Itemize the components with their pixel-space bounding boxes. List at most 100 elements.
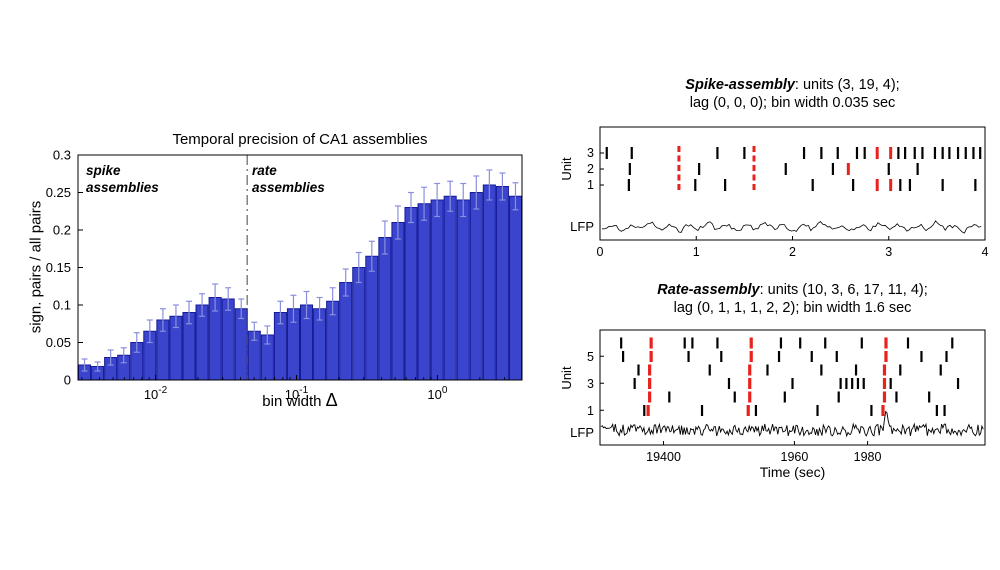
spike-tick bbox=[862, 378, 865, 389]
time-axis-label: Time (sec) bbox=[759, 464, 826, 480]
assembly-spike-tick bbox=[882, 364, 887, 376]
rate-assembly-title-rest: : units (10, 3, 6, 17, 11, 4); bbox=[759, 282, 928, 298]
assembly-spike-tick bbox=[749, 351, 753, 362]
bar-chart-title: Temporal precision of CA1 assemblies bbox=[172, 131, 428, 148]
lfp-trace bbox=[600, 410, 984, 438]
bar bbox=[391, 222, 405, 381]
spike-tick bbox=[622, 351, 625, 362]
rate-assembly-plot-area: 5 3 1 LFP Unit 19400 1960 1980 bbox=[560, 329, 986, 464]
spike-tick bbox=[816, 405, 819, 416]
rate-assembly-title-bold: Rate-assembly bbox=[657, 282, 760, 298]
spike-tick bbox=[700, 405, 704, 416]
bar bbox=[352, 267, 366, 381]
spike-tick bbox=[956, 147, 960, 159]
spike-tick bbox=[668, 391, 671, 403]
spike-tick bbox=[854, 364, 858, 376]
unit-number-label: 1 bbox=[587, 404, 594, 418]
axis-box bbox=[599, 329, 986, 446]
spike-tick bbox=[913, 147, 916, 159]
spike-tick bbox=[824, 337, 827, 349]
spike-tick bbox=[945, 351, 948, 362]
spike-tick bbox=[691, 337, 694, 349]
spike-tick bbox=[906, 337, 910, 349]
unit-number-label: 3 bbox=[587, 146, 594, 160]
spike-tick bbox=[951, 337, 954, 349]
spike-tick bbox=[708, 364, 711, 376]
spike-tick bbox=[802, 147, 806, 159]
y-tick-label: 0.05 bbox=[46, 335, 71, 350]
spike-assembly-title-line1: Spike-assembly: units (3, 19, 4); bbox=[585, 77, 1000, 93]
spike-assembly-title-line2: lag (0, 0, 0); bin width 0.035 sec bbox=[689, 95, 896, 111]
bar bbox=[469, 192, 483, 381]
spike-tick bbox=[852, 179, 855, 191]
x-tick-label: 1 bbox=[693, 245, 700, 259]
spike-tick bbox=[863, 147, 866, 159]
unit-number-label: 1 bbox=[587, 178, 594, 192]
bar bbox=[430, 199, 444, 381]
x-tick-label: 2 bbox=[789, 245, 796, 259]
spike-tick bbox=[716, 147, 719, 159]
spike-tick bbox=[860, 337, 863, 349]
spike-tick bbox=[836, 147, 839, 159]
spike-tick bbox=[837, 391, 840, 403]
x-axis-label: bin width Δ bbox=[100, 390, 500, 411]
bar bbox=[339, 282, 353, 381]
spike-tick bbox=[904, 147, 907, 159]
assembly-spike-tick bbox=[649, 337, 653, 349]
assembly-spike-tick bbox=[748, 364, 752, 376]
spike-tick bbox=[605, 147, 608, 159]
spike-tick bbox=[783, 391, 786, 403]
spike-tick bbox=[974, 179, 977, 191]
y-tick-label: 0.15 bbox=[46, 260, 71, 275]
spike-tick bbox=[633, 378, 636, 389]
assembly-spike-tick bbox=[884, 337, 888, 349]
assembly-spike-tick bbox=[882, 378, 887, 389]
spike-tick bbox=[698, 163, 701, 175]
bar bbox=[378, 237, 392, 381]
annotation-rate-assemblies: rate assemblies bbox=[252, 162, 325, 196]
assembly-spike-tick bbox=[648, 364, 652, 376]
y-tick-label: 0.3 bbox=[53, 148, 71, 163]
spike-tick bbox=[766, 364, 769, 376]
spike-tick bbox=[777, 351, 781, 362]
bar bbox=[417, 203, 431, 381]
spike-assembly-plot-area: 3 2 1 LFP Unit 0 1 2 3 4 bbox=[560, 126, 989, 259]
spike-tick bbox=[979, 147, 982, 159]
assembly-spike-tick bbox=[649, 351, 653, 362]
assembly-spike-tick bbox=[889, 179, 893, 191]
unit-axis-label: Unit bbox=[560, 157, 574, 181]
spike-assembly-title-rest: : units (3, 19, 4); bbox=[794, 77, 900, 93]
spike-tick bbox=[627, 179, 630, 191]
unit-number-label: 5 bbox=[587, 350, 594, 364]
raster-panels-svg: 3 2 1 LFP Unit 0 1 2 3 4 5 3 1 LFP Unit 19400 1960 1980 bbox=[560, 126, 989, 464]
rate-assembly-title-line2: lag (0, 1, 1, 1, 2, 2); bin width 1.6 se… bbox=[673, 300, 912, 316]
spike-tick bbox=[899, 364, 902, 376]
spike-assembly-title-bold: Spike-assembly bbox=[685, 77, 795, 93]
x-tick-label: 1980 bbox=[854, 450, 882, 464]
x-tick-label: 4 bbox=[982, 245, 989, 259]
x-tick-label: 3 bbox=[885, 245, 892, 259]
assembly-spike-tick bbox=[846, 163, 850, 175]
assembly-spike-tick bbox=[646, 405, 650, 416]
spike-tick bbox=[754, 405, 758, 416]
spike-tick bbox=[724, 179, 727, 191]
spike-tick bbox=[895, 391, 898, 403]
spike-tick bbox=[687, 351, 690, 362]
spike-tick bbox=[727, 378, 731, 389]
spike-tick bbox=[628, 163, 631, 175]
spike-tick bbox=[845, 378, 848, 389]
spike-tick bbox=[733, 391, 736, 403]
spike-tick bbox=[643, 405, 646, 416]
spike-tick bbox=[851, 378, 854, 389]
spike-tick bbox=[694, 179, 697, 191]
spike-tick bbox=[928, 391, 931, 403]
assembly-spike-tick bbox=[882, 391, 887, 403]
spike-tick bbox=[637, 364, 640, 376]
rate-assembly-title-line1: Rate-assembly: units (10, 3, 6, 17, 11, … bbox=[585, 282, 1000, 298]
spike-tick bbox=[716, 337, 719, 349]
y-axis-label: sign. pairs / all pairs bbox=[27, 200, 45, 334]
spike-tick bbox=[899, 179, 902, 191]
assembly-spike-tick bbox=[881, 405, 885, 416]
spike-tick bbox=[630, 147, 633, 159]
